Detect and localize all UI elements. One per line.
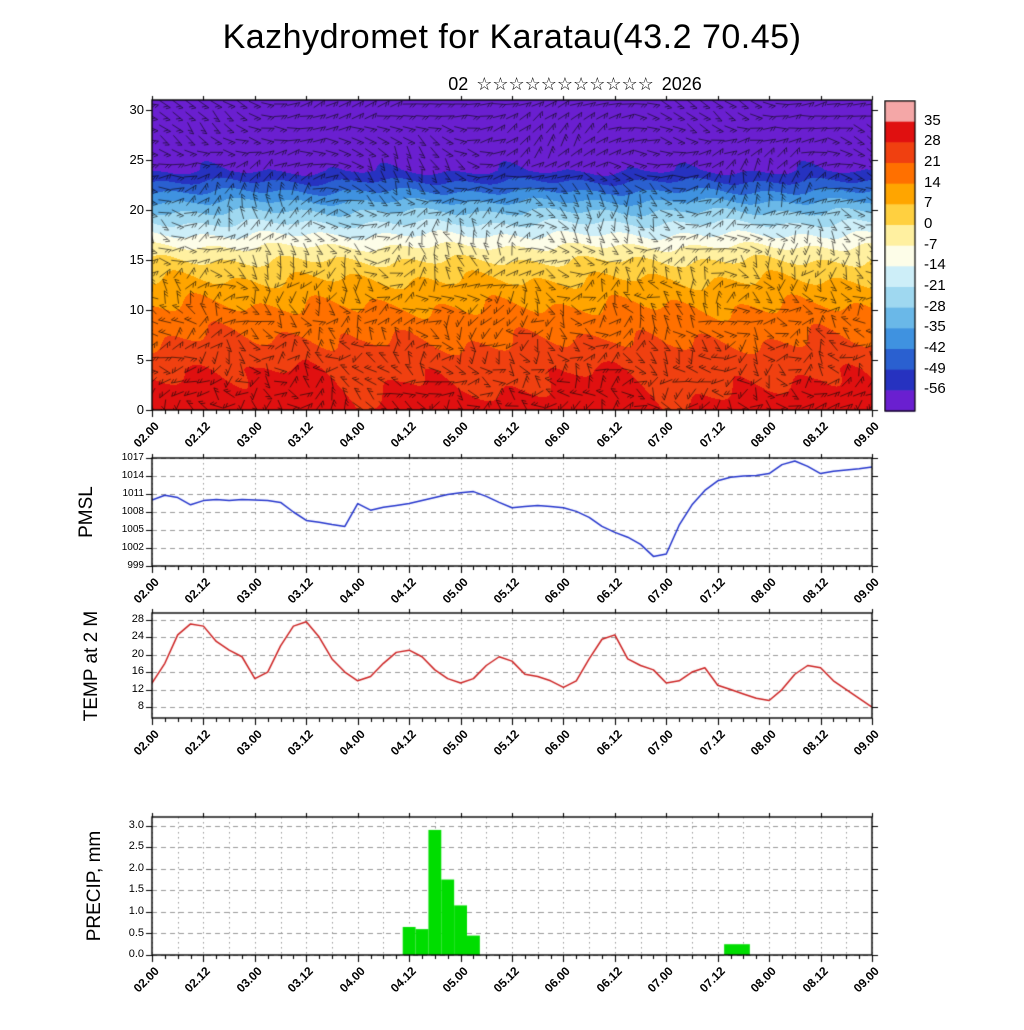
- x-tick-label: 04.12: [387, 727, 420, 759]
- colorbar-tick-label: -49: [924, 359, 946, 377]
- x-tick-label: 05.00: [439, 964, 471, 996]
- colorbar-tick-label: -14: [924, 256, 946, 274]
- x-tick-label: 03.00: [233, 964, 265, 996]
- y-tick-label: 25: [129, 151, 144, 167]
- y-tick-label: 30: [129, 101, 144, 117]
- y-tick-label: 20: [129, 201, 144, 217]
- x-tick-label: 02.12: [182, 964, 214, 996]
- x-tick-label: 08.12: [799, 727, 831, 759]
- y-tick-label: 20: [131, 647, 144, 660]
- x-tick-label: 07.00: [645, 964, 677, 996]
- y-tick-label: 10: [129, 301, 144, 317]
- x-tick-label: 05.00: [439, 727, 471, 759]
- x-tick-label: 03.00: [233, 727, 265, 759]
- colorbar-tick-label: 14: [924, 173, 941, 191]
- x-tick-label: 09.00: [850, 727, 882, 759]
- colorbar-tick-label: 7: [924, 194, 933, 212]
- colorbar-tick-label: -7: [924, 235, 938, 253]
- y-tick-label: 1.0: [128, 905, 144, 918]
- colorbar-tick-label: 0: [924, 215, 933, 232]
- y-tick-label: 0: [136, 401, 144, 417]
- x-tick-label: 04.00: [336, 964, 368, 996]
- y-tick-label: 0.5: [128, 926, 144, 939]
- colorbar-tick-label: 28: [924, 132, 941, 150]
- y-tick-label: 1002: [121, 541, 144, 553]
- x-tick-label: 06.12: [593, 727, 625, 759]
- y-tick-label: 28: [131, 612, 144, 625]
- colorbar-tick-label: 21: [924, 153, 941, 170]
- x-tick-label: 02.00: [130, 727, 162, 759]
- y-tick-label: 0.0: [128, 948, 144, 961]
- x-tick-label: 06.12: [593, 964, 625, 996]
- x-tick-label: 04.12: [387, 964, 420, 996]
- pmsl-chart: [138, 444, 886, 580]
- colorbar-tick-label: -21: [924, 277, 946, 294]
- y-tick-label: 2.5: [128, 840, 144, 853]
- y-axis-label-temp-2m: TEMP at 2 M: [81, 610, 102, 721]
- x-tick-label: 08.12: [799, 964, 831, 996]
- x-tick-label: 08.00: [747, 727, 780, 759]
- temperature-cross-section-chart: [138, 86, 886, 424]
- y-tick-label: 16: [131, 665, 144, 678]
- y-tick-label: 1005: [121, 523, 144, 535]
- x-tick-label: 06.00: [542, 727, 574, 759]
- precip-chart: [138, 803, 886, 969]
- x-tick-label: 04.00: [336, 727, 368, 759]
- x-tick-label: 03.12: [285, 727, 317, 759]
- y-tick-label: 1011: [122, 487, 144, 499]
- y-tick-label: 1017: [121, 451, 144, 463]
- x-tick-label: 03.12: [285, 964, 317, 996]
- x-tick-label: 02.12: [182, 727, 214, 759]
- y-tick-label: 1008: [121, 505, 144, 517]
- colorbar-tick-label: -56: [924, 380, 946, 398]
- x-tick-label: 02.00: [130, 964, 162, 996]
- y-tick-label: 8: [137, 700, 144, 713]
- colorbar-tick-label: 35: [924, 111, 941, 129]
- page-title: Kazhydromet for Karatau(43.2 70.45): [222, 18, 802, 56]
- temp2m-chart: [138, 599, 886, 732]
- x-tick-label: 06.00: [542, 964, 574, 996]
- x-tick-label: 08.00: [747, 964, 780, 996]
- x-tick-label: 07.00: [645, 727, 677, 759]
- y-tick-label: 24: [131, 630, 144, 643]
- y-tick-label: 999: [127, 559, 144, 571]
- colorbar-tick-label: -35: [924, 318, 946, 336]
- y-tick-label: 3.0: [128, 818, 144, 831]
- temperature-colorbar: [884, 100, 918, 414]
- y-tick-label: 1.5: [128, 883, 144, 896]
- y-tick-label: 15: [129, 251, 144, 267]
- x-tick-label: 05.12: [490, 964, 522, 996]
- y-axis-label-pmsl: PMSL: [76, 486, 97, 538]
- y-tick-label: 2.0: [128, 861, 144, 874]
- y-axis-label-precip: PRECIP, mm: [84, 830, 105, 942]
- x-tick-label: 07.12: [696, 727, 728, 759]
- y-tick-label: 5: [136, 351, 144, 367]
- colorbar-tick-label: -28: [924, 297, 946, 315]
- colorbar-tick-label: -42: [924, 339, 946, 356]
- x-tick-label: 05.12: [490, 727, 522, 759]
- y-tick-label: 1014: [121, 469, 144, 481]
- y-tick-label: 12: [131, 682, 144, 695]
- x-tick-label: 07.12: [696, 964, 728, 996]
- x-tick-label: 09.00: [850, 964, 882, 996]
